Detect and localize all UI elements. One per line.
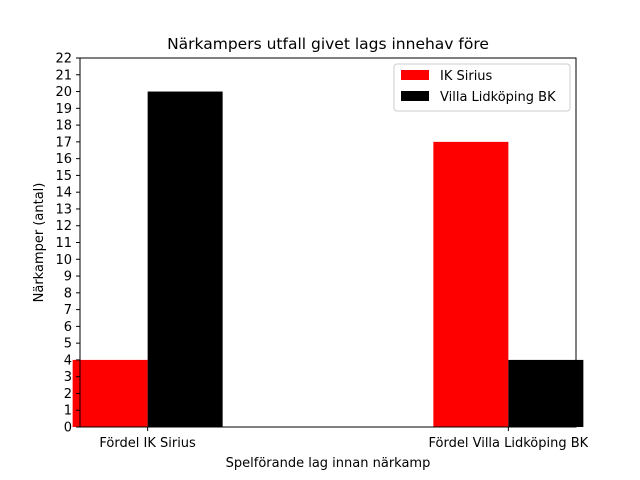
x-axis-label: Spelförande lag innan närkamp [226,456,431,471]
y-tick-label: 2 [64,387,72,402]
bar-villa-lidkoping-bk-fordel-villa-lidkoping-bk [508,359,584,427]
legend-label-ik-sirius: IK Sirius [440,69,493,84]
x-tick-label-fordel-villa-lidkoping-bk: Fördel Villa Lidköping BK [429,436,589,451]
y-tick-label: 0 [64,421,72,436]
legend-box [393,63,571,112]
bar-villa-lidkoping-bk-fordel-ik-sirius [147,91,223,427]
y-tick-label: 13 [55,202,72,217]
legend-swatch-ik-sirius [401,70,429,80]
y-tick-label: 4 [64,353,72,368]
y-tick-label: 1 [64,404,72,419]
bars-layer [72,91,584,427]
plot-frame [79,57,577,428]
y-tick-label: 17 [55,135,72,150]
y-tick-label: 7 [64,303,72,318]
x-tick-label-fordel-ik-sirius: Fördel IK Sirius [99,436,196,451]
y-tick-label: 3 [64,370,72,385]
y-tick-label: 18 [55,119,72,134]
y-axis-label: Närkamper (antal) [32,183,47,303]
legend: IK Sirius Villa Lidköping BK [393,63,571,112]
y-tick-label: 9 [64,270,72,285]
y-tick-label: 10 [55,253,72,268]
y-tick-label: 12 [55,219,72,234]
y-tick-label: 20 [55,85,72,100]
legend-swatch-villa-lidkoping-bk [401,91,429,101]
ticks-layer: 012345678910111213141516171819202122Förd… [55,52,588,452]
legend-label-villa-lidkoping-bk: Villa Lidköping BK [440,90,556,105]
y-tick-label: 6 [64,320,72,335]
y-tick-label: 22 [55,52,72,67]
y-tick-label: 14 [55,186,72,201]
y-tick-label: 5 [64,337,72,352]
y-tick-label: 8 [64,286,72,301]
y-tick-label: 16 [55,152,72,167]
y-tick-label: 11 [55,236,72,251]
y-tick-label: 21 [55,68,72,83]
y-tick-label: 15 [55,169,72,184]
bar-ik-sirius-fordel-villa-lidkoping-bk [433,141,509,427]
chart-title: Närkampers utfall givet lags innehav för… [167,35,489,53]
bar-ik-sirius-fordel-ik-sirius [72,359,148,427]
y-tick-label: 19 [55,102,72,117]
